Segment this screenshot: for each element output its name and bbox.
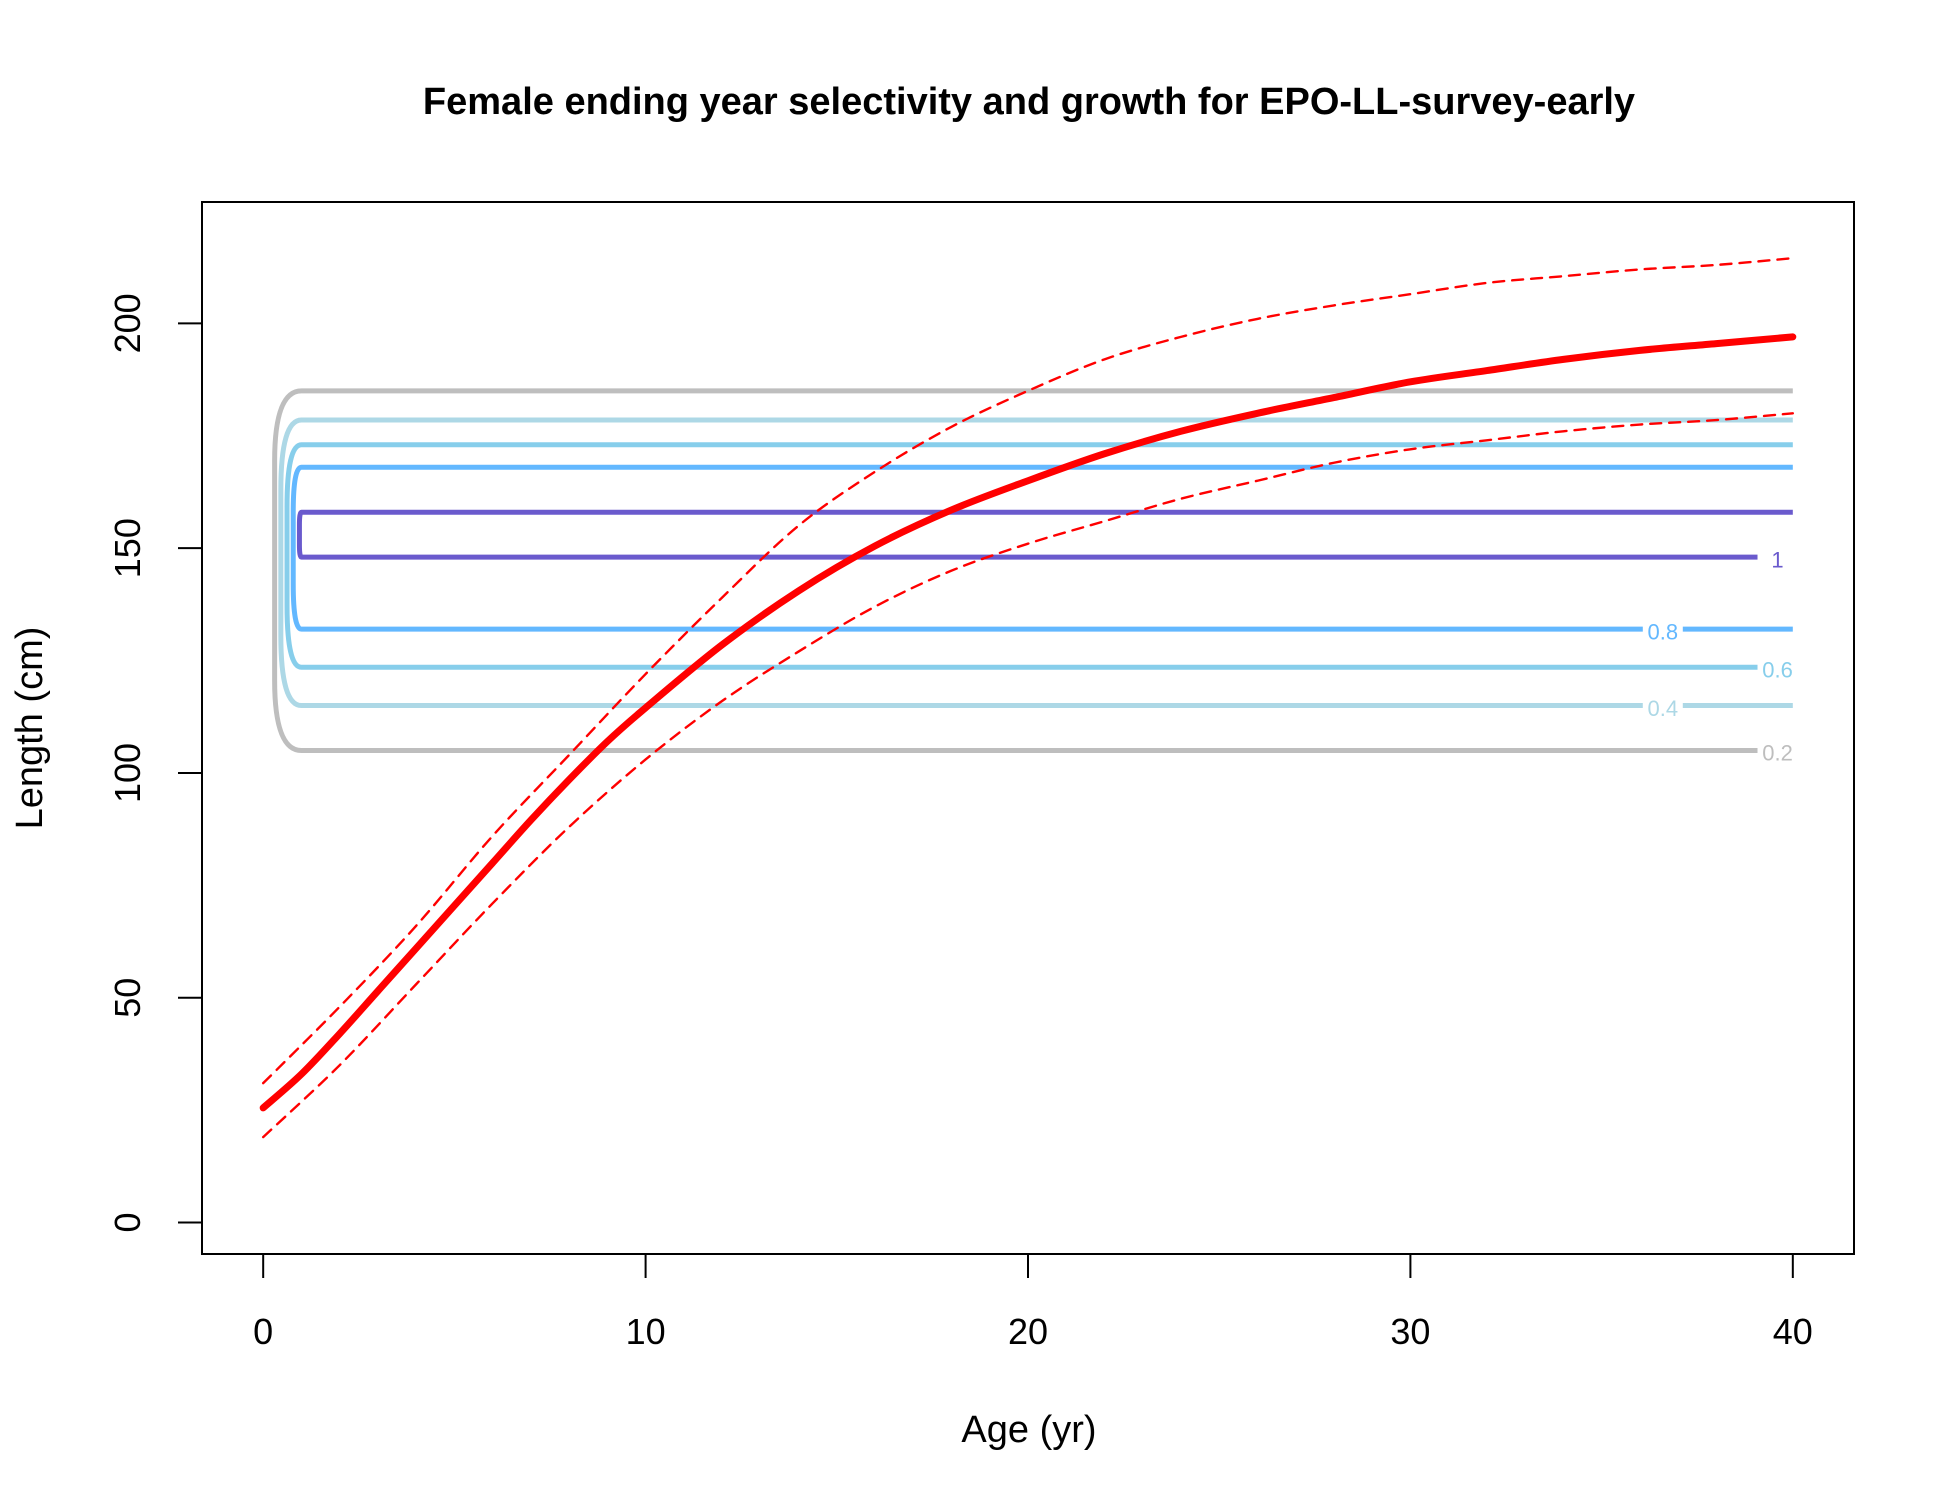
- y-tick-label: 200: [107, 293, 148, 353]
- contour-label-bg: [1757, 547, 1798, 572]
- x-axis-label: Age (yr): [961, 1409, 1096, 1451]
- x-tick-label: 30: [1390, 1311, 1430, 1352]
- series-mean-growth: [259, 333, 1797, 1112]
- contour-label-bg: [1642, 619, 1683, 644]
- plot-frame: [201, 201, 1855, 1255]
- contour-label-bg: [1642, 695, 1683, 720]
- y-tick-label: 50: [107, 978, 148, 1018]
- contour-line-0.6: [284, 442, 1793, 670]
- contour-label-0.6: 0.6: [1762, 658, 1793, 683]
- x-tick-label: 20: [1008, 1311, 1048, 1352]
- contour-line-0.8: [290, 464, 1793, 632]
- contour-label-0.2: 0.2: [1762, 741, 1793, 766]
- x-tick-label: 10: [626, 1311, 666, 1352]
- x-axis: 0 10 20 30 40: [253, 1253, 1813, 1352]
- x-tick-label: 40: [1773, 1311, 1813, 1352]
- contour-label-0.8: 0.8: [1647, 619, 1678, 644]
- chart-title: Female ending year selectivity and growt…: [423, 81, 1635, 123]
- y-axis-label: Length (cm): [9, 627, 51, 830]
- contour-label-bg: [1757, 740, 1798, 765]
- y-axis: 0 50 100 150 200: [107, 293, 203, 1233]
- series-upper-interval: [261, 256, 1795, 1085]
- growth-series: [259, 256, 1797, 1139]
- contour-line-0.4: [278, 417, 1793, 709]
- contour-line-1: [296, 509, 1793, 560]
- selectivity-contours: 0.2 0.4 0.6 0.8 1: [272, 388, 1798, 766]
- contour-label-0.4: 0.4: [1647, 696, 1678, 721]
- y-tick-label: 0: [107, 1213, 148, 1233]
- x-tick-label: 0: [253, 1311, 273, 1352]
- y-tick-label: 100: [107, 743, 148, 803]
- contour-label-bg: [1757, 657, 1798, 682]
- y-tick-label: 150: [107, 518, 148, 578]
- series-lower-interval: [261, 412, 1795, 1139]
- contour-label-1: 1: [1771, 547, 1783, 572]
- contour-line-0.2: [272, 388, 1793, 753]
